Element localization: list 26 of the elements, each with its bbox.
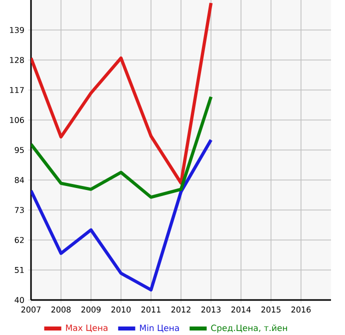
x-tick-label: 2009	[81, 306, 101, 313]
legend-label: Сред.Цена, т.йен	[211, 324, 287, 333]
y-tick-label: 51	[14, 267, 24, 273]
legend-label: Min Цена	[140, 324, 179, 332]
y-tick-label: 117	[10, 87, 24, 93]
line-series	[31, 95, 213, 199]
x-tick-label: 2010	[111, 306, 131, 313]
y-tick-label: 73	[14, 206, 24, 214]
legend-label: Max Цена	[66, 324, 108, 332]
y-tick-label: 139	[10, 26, 24, 34]
line-series	[31, 138, 213, 292]
x-tick-label: 2016	[291, 306, 311, 313]
x-tick-label: 2012	[171, 306, 190, 313]
line-series	[31, 1, 213, 185]
y-tick-label: 62	[14, 236, 24, 244]
x-tick-label: 2007	[21, 306, 40, 313]
y-tick-label: 128	[10, 56, 24, 64]
x-tick-label: 2013	[201, 306, 221, 313]
y-tick-label: 40	[14, 296, 24, 304]
y-tick-label: 106	[10, 116, 24, 124]
x-tick-label: 2008	[51, 306, 71, 313]
x-tick-label: 2014	[231, 306, 251, 313]
y-tick-label: 95	[14, 146, 24, 154]
x-tick-label: 2015	[261, 306, 280, 313]
x-tick-label: 2011	[141, 306, 160, 313]
y-tick-label: 84	[14, 176, 24, 184]
